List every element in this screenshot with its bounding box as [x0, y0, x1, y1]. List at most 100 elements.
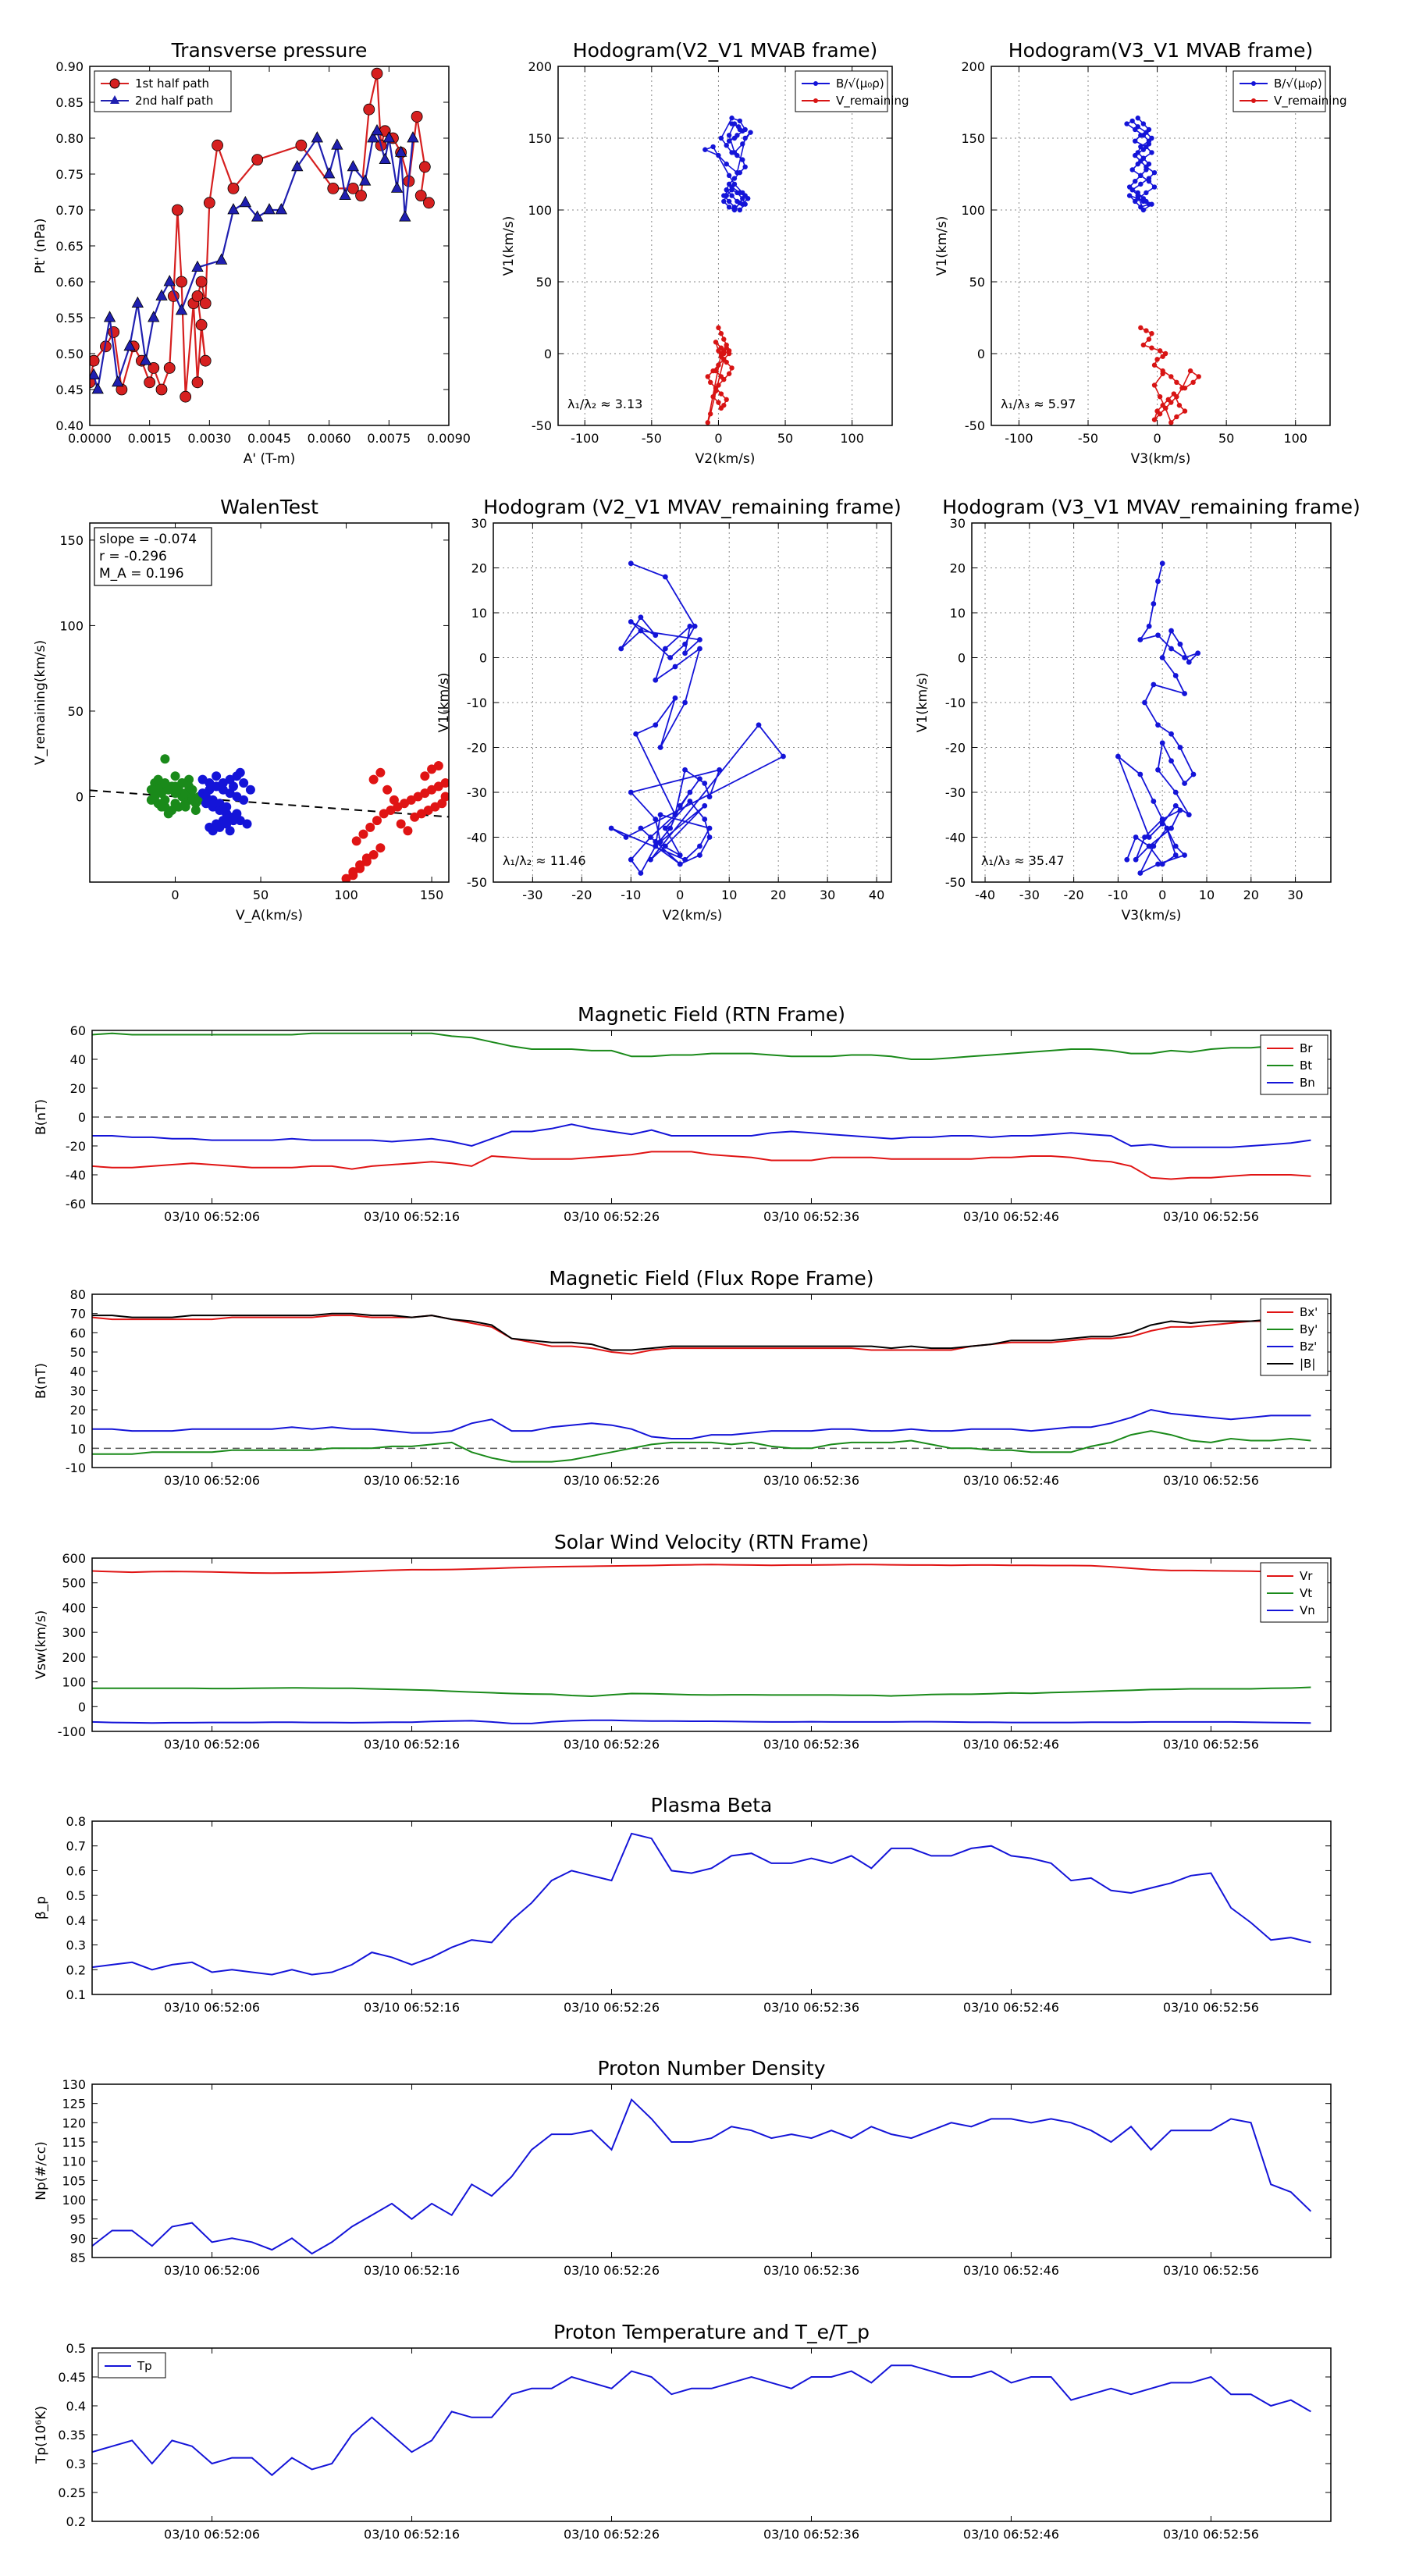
x-tick-label: 03/10 06:52:26: [564, 1473, 660, 1488]
data-point: [737, 200, 743, 205]
y-tick-label: 0.65: [55, 239, 84, 254]
y-axis-label: V1(km/s): [915, 673, 930, 733]
x-tick-label: 03/10 06:52:06: [164, 2527, 260, 2542]
data-point: [1151, 417, 1158, 422]
data-point: [1133, 138, 1138, 144]
y-tick-label: 115: [62, 2135, 86, 2150]
data-point: [163, 275, 176, 286]
data-point: [705, 374, 710, 379]
y-tick-label: 0.55: [55, 311, 84, 326]
data-point: [638, 614, 644, 621]
x-axis-label: V2(km/s): [695, 451, 756, 467]
y-axis-label: V1(km/s): [501, 216, 517, 276]
data-point: [682, 641, 688, 647]
data-point: [215, 253, 228, 265]
data-point: [363, 103, 375, 116]
x-tick-label: 30: [820, 888, 835, 902]
data-point: [721, 198, 727, 205]
legend: Br Bt Bn: [1260, 1034, 1329, 1095]
data-point: [628, 619, 634, 624]
plot-frame: [493, 522, 892, 883]
x-tick-label: -100: [571, 431, 599, 446]
legend-label: |B|: [1300, 1357, 1315, 1371]
legend-label: Br: [1300, 1041, 1313, 1055]
legend-label: Bt: [1300, 1059, 1312, 1073]
x-tick-label: -20: [1064, 888, 1084, 902]
x-tick-label: 03/10 06:52:46: [963, 2527, 1059, 2542]
y-axis-label: B(nT): [34, 1099, 49, 1135]
data-point: [707, 379, 713, 385]
data-point: [726, 205, 732, 210]
data-point: [697, 843, 702, 849]
data-point: [756, 722, 762, 728]
y-tick-label: 100: [62, 1675, 86, 1690]
plot-area: [92, 1032, 1331, 1180]
plot-frame: [991, 66, 1331, 426]
data-point: [1133, 179, 1138, 184]
data-point: [662, 646, 668, 652]
y-tick-label: 50: [70, 1345, 86, 1360]
data-point: [155, 289, 168, 301]
data-point: [724, 187, 729, 193]
x-tick-label: -50: [642, 431, 662, 446]
data-point: [724, 345, 729, 350]
y-tick-label: -40: [945, 831, 966, 845]
data-point: [687, 623, 693, 629]
data-point: [657, 838, 663, 845]
data-point: [1124, 856, 1130, 863]
x-tick-label: -40: [975, 888, 995, 902]
x-axis-label: V3(km/s): [1122, 908, 1182, 923]
data-point: [1151, 843, 1157, 849]
data-point: [724, 161, 729, 167]
x-tick-label: 50: [777, 431, 793, 446]
y-tick-label: 60: [70, 1325, 86, 1340]
data-point: [1168, 758, 1174, 764]
y-tick-label: 0.50: [55, 347, 84, 361]
timeseries-panel-6: Proton Temperature and T_e/T_p 03/10 06:5…: [34, 2321, 1332, 2542]
legend-label: Bz': [1300, 1340, 1317, 1354]
data-point: [1146, 843, 1152, 849]
x-tick-label: 40: [869, 888, 884, 902]
x-tick-label: 03/10 06:52:56: [1163, 2000, 1259, 2015]
x-tick-label: 03/10 06:52:36: [763, 1473, 859, 1488]
y-tick-label: 200: [528, 59, 552, 74]
legend-label: Vr: [1300, 1569, 1313, 1583]
data-point: [355, 190, 367, 202]
x-axis-label: V_A(km/s): [236, 908, 303, 923]
data-point: [1179, 385, 1185, 391]
y-tick-label: -20: [66, 1139, 86, 1154]
data-point: [1133, 126, 1138, 133]
y-tick-label: 10: [950, 606, 966, 621]
ratio-annotation: λ₁/λ₂ ≈ 3.13: [567, 397, 642, 411]
y-tick-label: 0.8: [66, 1814, 86, 1829]
data-point: [653, 722, 659, 728]
data-point: [724, 143, 729, 148]
y-tick-label: 0.7: [66, 1839, 86, 1854]
data-point: [638, 628, 644, 634]
data-point: [212, 771, 222, 781]
data-point: [239, 195, 252, 208]
y-tick-label: 10: [471, 606, 487, 621]
y-tick-label: 0.85: [55, 95, 84, 110]
y-tick-label: -50: [532, 418, 552, 433]
y-tick-label: -10: [66, 1461, 86, 1475]
data-point: [735, 190, 740, 196]
data-point: [731, 181, 738, 187]
x-tick-label: 03/10 06:52:26: [564, 2527, 660, 2542]
legend-label: 1st half path: [135, 76, 209, 91]
plot-area: [608, 560, 786, 876]
legend-marker: [813, 81, 818, 86]
y-axis-label: V1(km/s): [934, 216, 950, 276]
y-tick-label: 0.6: [66, 1863, 86, 1878]
data-point: [1155, 722, 1161, 728]
data-point: [199, 297, 212, 310]
x-tick-label: 03/10 06:52:46: [963, 2263, 1059, 2278]
data-point: [1159, 820, 1165, 827]
x-tick-label: 03/10 06:52:46: [963, 1209, 1059, 1224]
data-point: [628, 789, 634, 795]
y-axis-label: V_remaining(km/s): [33, 640, 48, 765]
plot-area: [1115, 560, 1201, 876]
data-point: [251, 210, 264, 222]
data-point: [1144, 328, 1149, 333]
data-point: [1190, 379, 1196, 385]
